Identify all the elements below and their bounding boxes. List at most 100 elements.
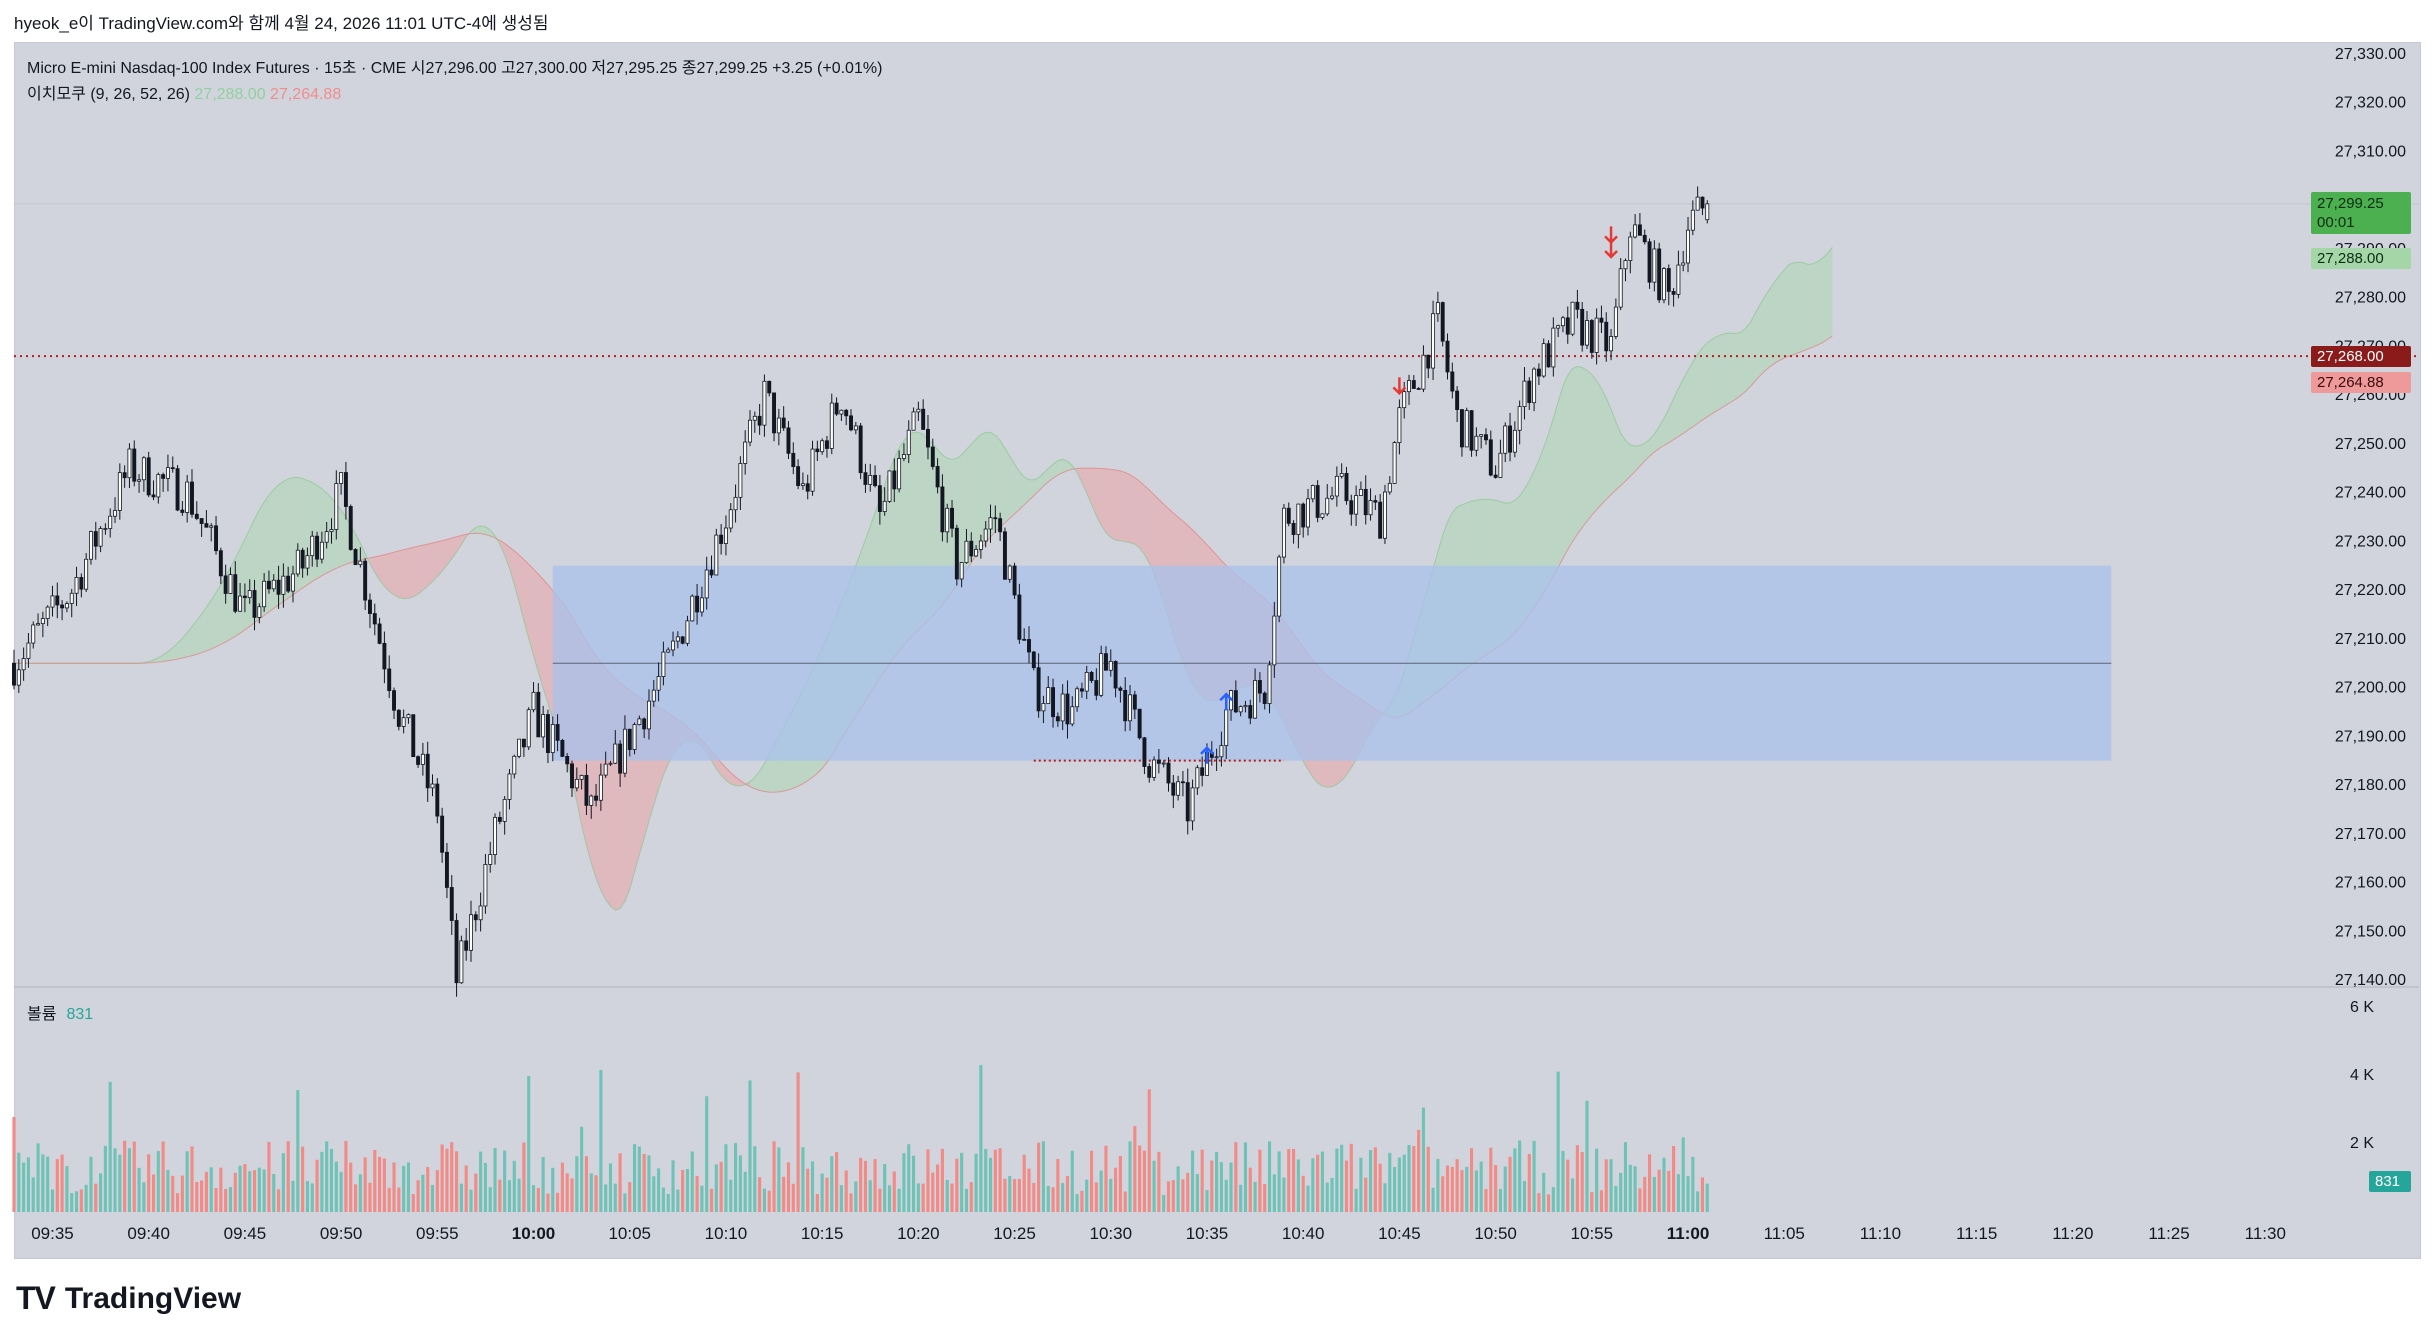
- candle: [1546, 340, 1551, 368]
- ichimoku-legend[interactable]: 이치모쿠 (9, 26, 52, 26) 27,288.00 27,264.88: [27, 80, 341, 104]
- volume-bar: [387, 1187, 391, 1212]
- candle: [1435, 291, 1440, 322]
- cloud-segment: [1558, 386, 1563, 568]
- candle-body: [526, 709, 531, 748]
- candle-body: [983, 528, 988, 542]
- cloud-segment: [985, 432, 991, 543]
- cloud-segment: [1668, 398, 1674, 443]
- volume-bar: [1176, 1166, 1180, 1212]
- volume-bar: [435, 1170, 439, 1212]
- volume-bar: [65, 1166, 69, 1212]
- candle-body: [1633, 224, 1638, 238]
- candle-body: [223, 575, 228, 594]
- candle: [420, 742, 425, 776]
- candle: [1152, 756, 1157, 781]
- candle-body: [1161, 762, 1166, 765]
- candle-body: [1373, 500, 1378, 503]
- cloud-segment: [1149, 490, 1155, 575]
- volume-bar: [883, 1164, 887, 1212]
- candle-body: [315, 535, 320, 560]
- candle-body: [1479, 434, 1484, 437]
- candle: [238, 583, 243, 612]
- candle: [974, 545, 979, 558]
- candle-body: [1354, 495, 1359, 515]
- candle: [276, 565, 281, 609]
- candle-body: [940, 486, 945, 533]
- candle-body: [502, 799, 507, 822]
- symbol-legend[interactable]: Micro E-mini Nasdaq-100 Index Futures · …: [27, 60, 883, 77]
- volume-bar: [700, 1185, 704, 1212]
- candle: [1363, 475, 1368, 525]
- volume-bar: [286, 1141, 290, 1212]
- candle: [820, 438, 825, 455]
- volume-bar: [1460, 1170, 1464, 1212]
- cloud-segment: [240, 539, 245, 634]
- candle: [1580, 301, 1585, 352]
- candle-body: [603, 763, 608, 776]
- volume-bar: [878, 1188, 882, 1212]
- cloud-segment: [398, 549, 404, 599]
- candle: [1185, 768, 1190, 835]
- volume-legend[interactable]: 볼륨 831: [27, 1000, 93, 1024]
- volume-bar: [815, 1194, 819, 1212]
- volume-bar: [1609, 1159, 1613, 1212]
- candle-body: [1690, 209, 1695, 231]
- candle-body: [199, 518, 204, 524]
- cloud-segment: [475, 525, 481, 534]
- volume-bar: [517, 1178, 521, 1212]
- volume-bar: [632, 1144, 637, 1212]
- candle: [834, 397, 839, 416]
- volume-bar: [180, 1175, 184, 1212]
- candle-body: [1156, 759, 1161, 764]
- volume-bar: [291, 1180, 295, 1212]
- candle: [146, 451, 151, 498]
- candle: [1253, 668, 1258, 719]
- volume-bar: [267, 1141, 271, 1212]
- candle: [1628, 231, 1633, 274]
- cloud-segment: [1053, 460, 1058, 479]
- candle-body: [507, 773, 512, 800]
- candle-body: [1238, 706, 1243, 713]
- volume-bar: [892, 1171, 896, 1212]
- volume-bar: [1590, 1192, 1594, 1212]
- candle: [1392, 441, 1397, 484]
- volume-bar: [1383, 1183, 1387, 1212]
- candle: [1517, 400, 1522, 445]
- volume-bar: [1378, 1163, 1382, 1212]
- candle-body: [1686, 229, 1690, 264]
- candle-body: [16, 669, 21, 686]
- candle-body: [382, 642, 387, 670]
- candle-body: [993, 517, 998, 520]
- candle-body: [1368, 500, 1373, 516]
- volume-bar: [1215, 1151, 1219, 1212]
- candle-body: [257, 606, 262, 618]
- ichimoku-label: 이치모쿠 (9, 26, 52, 26): [27, 86, 190, 103]
- candle: [695, 583, 700, 625]
- cloud-segment: [1755, 304, 1761, 381]
- candle-body: [776, 417, 781, 434]
- volume-bar: [1388, 1152, 1392, 1212]
- footer-logo[interactable]: TV TradingView: [16, 1280, 241, 1317]
- candle: [151, 480, 156, 501]
- candle-body: [743, 441, 748, 464]
- candle: [401, 709, 406, 734]
- ichimoku-value-2: 27,264.88: [270, 86, 342, 103]
- candle-body: [978, 540, 983, 550]
- candle-body: [406, 714, 411, 719]
- volume-bar: [1157, 1151, 1161, 1212]
- price-axis-label: 27,250.00: [2335, 436, 2406, 453]
- cloud-segment: [1654, 426, 1660, 453]
- volume-bar: [791, 1183, 795, 1212]
- candle-body: [343, 472, 348, 507]
- candle: [950, 499, 954, 538]
- candles: [12, 186, 1710, 997]
- price-axis-label: 27,230.00: [2335, 533, 2406, 550]
- volume-bar: [1013, 1178, 1017, 1212]
- volume-bar: [190, 1146, 194, 1212]
- candle-body: [1517, 406, 1522, 431]
- volume-bar: [1402, 1154, 1406, 1212]
- volume-bar: [859, 1157, 863, 1212]
- candle: [137, 474, 142, 493]
- volume-bar: [1349, 1143, 1353, 1212]
